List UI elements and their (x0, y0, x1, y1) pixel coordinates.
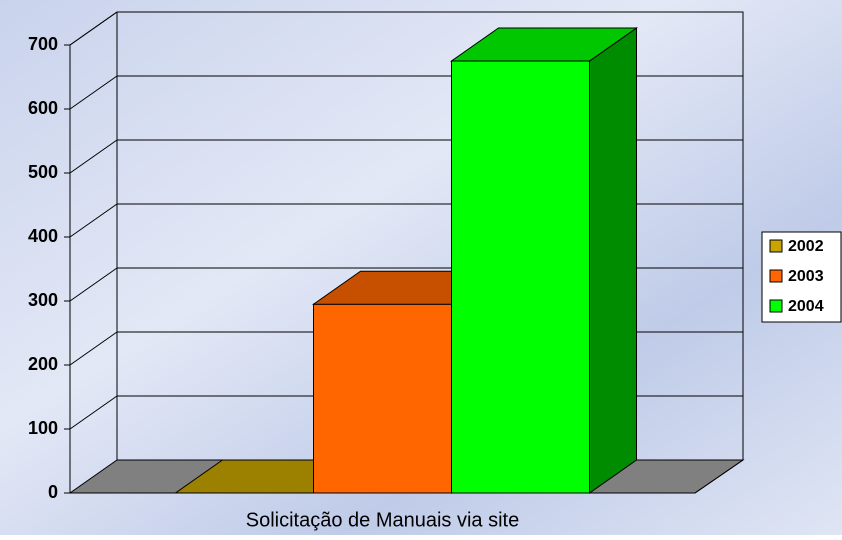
legend-swatch (769, 299, 783, 313)
y-tick-label: 0 (48, 482, 58, 502)
legend-label: 2003 (788, 268, 824, 285)
grid-line (69, 395, 118, 430)
legend-label: 2002 (788, 238, 824, 255)
legend-swatch (769, 269, 783, 283)
grid-line (69, 139, 118, 174)
bar-side (589, 27, 637, 494)
grid-line (69, 267, 118, 302)
grid-line (69, 11, 118, 46)
floor-edge (694, 459, 744, 494)
y-tick-label: 300 (28, 290, 58, 310)
bar-top (449, 27, 639, 62)
legend-label: 2004 (788, 298, 824, 315)
bar (313, 303, 452, 494)
legend-swatch (769, 239, 783, 253)
bar (451, 60, 590, 494)
y-tick-label: 700 (28, 34, 58, 54)
y-tick-label: 500 (28, 162, 58, 182)
grid-line (69, 331, 118, 366)
grid-line (69, 203, 118, 238)
grid-line (69, 75, 118, 110)
x-axis-label: Solicitação de Manuais via site (246, 509, 519, 531)
y-tick-label: 400 (28, 226, 58, 246)
y-tick-label: 600 (28, 98, 58, 118)
y-tick-label: 200 (28, 354, 58, 374)
y-tick-label: 100 (28, 418, 58, 438)
